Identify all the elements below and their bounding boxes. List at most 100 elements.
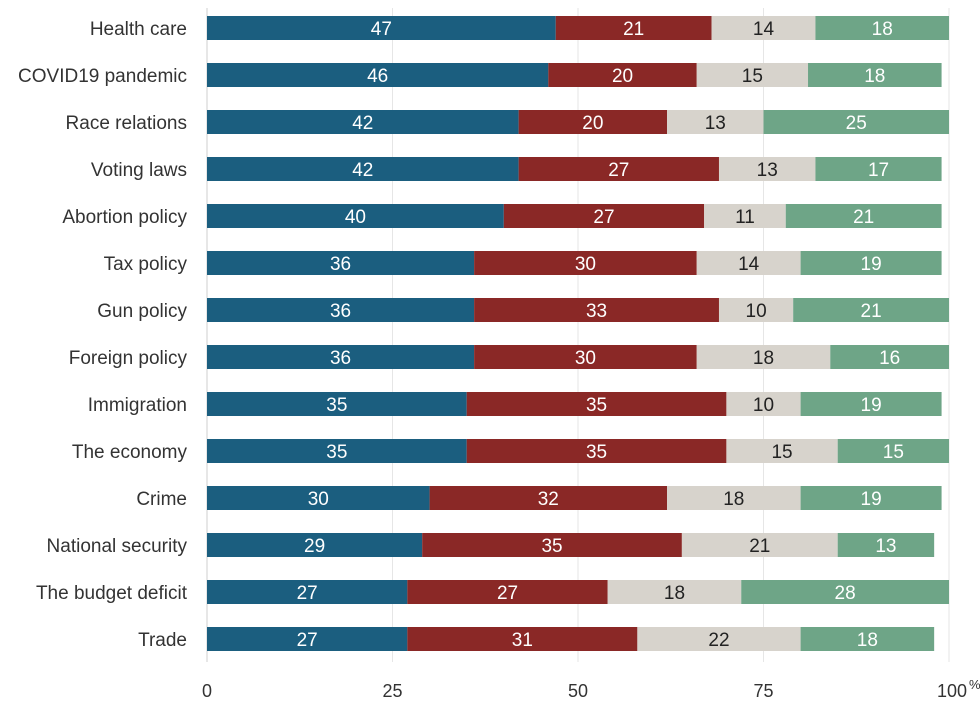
x-tick-label: 25 — [382, 681, 402, 701]
category-label: Crime — [136, 489, 187, 510]
bar-segment — [793, 298, 949, 322]
bar-segment — [667, 110, 764, 134]
data-label: 14 — [738, 254, 760, 275]
bar-segment — [696, 63, 809, 87]
bar-segment — [407, 580, 608, 604]
bar-segment — [711, 16, 816, 40]
data-label: 10 — [746, 301, 767, 322]
bar-segment — [681, 533, 838, 557]
bar-segment — [207, 251, 475, 275]
category-label: Gun policy — [97, 301, 187, 322]
bar-segment — [207, 580, 408, 604]
data-label: 42 — [352, 113, 373, 134]
bar-segment — [474, 298, 719, 322]
bar-segment — [429, 486, 668, 510]
bar-segment — [808, 63, 942, 87]
data-label: 15 — [883, 442, 904, 463]
bar-segment — [800, 627, 935, 651]
data-label: 22 — [708, 630, 729, 651]
category-label: Health care — [90, 19, 187, 40]
category-label: Race relations — [66, 113, 187, 134]
bar-segment — [207, 63, 549, 87]
bar-segment — [207, 204, 504, 228]
data-label: 18 — [664, 583, 685, 604]
bar-segment — [518, 157, 719, 181]
data-label: 27 — [497, 583, 518, 604]
data-label: 20 — [612, 66, 633, 87]
bar-segment — [718, 298, 794, 322]
data-label: 18 — [864, 66, 885, 87]
data-label: 35 — [326, 442, 347, 463]
bar-segment — [667, 486, 801, 510]
data-label: 30 — [575, 254, 596, 275]
data-label: 19 — [861, 395, 882, 416]
data-label: 11 — [735, 207, 755, 228]
category-label: Trade — [138, 630, 187, 651]
data-label: 30 — [308, 489, 329, 510]
x-unit-label: % — [969, 677, 980, 692]
x-tick-label: 100 — [937, 681, 967, 701]
bar-segment — [207, 486, 430, 510]
bar-segment — [518, 110, 668, 134]
data-label: 27 — [297, 630, 318, 651]
bar-segment — [696, 345, 831, 369]
bar-segment — [474, 345, 697, 369]
bar-segment — [763, 110, 949, 134]
bar-segment — [718, 157, 816, 181]
bar-segment — [815, 16, 949, 40]
data-label: 35 — [586, 442, 607, 463]
category-label: Immigration — [88, 395, 187, 416]
x-tick-label: 75 — [753, 681, 773, 701]
category-label: Foreign policy — [69, 348, 188, 369]
bar-segment — [407, 627, 638, 651]
data-label: 28 — [835, 583, 856, 604]
category-label: COVID19 pandemic — [18, 66, 187, 87]
bar-segment — [607, 580, 742, 604]
bar-segment — [207, 392, 467, 416]
category-label: National security — [47, 536, 188, 557]
data-label: 20 — [582, 113, 603, 134]
data-label: 10 — [753, 395, 774, 416]
data-label: 21 — [861, 301, 882, 322]
data-label: 27 — [297, 583, 318, 604]
bar-segment — [207, 627, 408, 651]
data-label: 18 — [857, 630, 878, 651]
data-label: 17 — [868, 160, 889, 181]
bar-segment — [207, 439, 467, 463]
bar-segment — [830, 345, 949, 369]
data-label: 27 — [608, 160, 629, 181]
data-label: 29 — [304, 536, 325, 557]
bar-segment — [207, 16, 556, 40]
bar-segment — [704, 204, 786, 228]
bar-segment — [548, 63, 697, 87]
data-label: 19 — [861, 489, 882, 510]
category-label: The budget deficit — [36, 583, 188, 604]
data-label: 16 — [879, 348, 900, 369]
data-label: 36 — [330, 254, 351, 275]
data-label: 21 — [623, 19, 644, 40]
bar-segment — [726, 439, 838, 463]
data-label: 14 — [753, 19, 775, 40]
x-tick-label: 50 — [568, 681, 588, 701]
data-label: 21 — [749, 536, 770, 557]
bar-segment — [207, 157, 519, 181]
data-label: 13 — [875, 536, 896, 557]
data-label: 18 — [753, 348, 774, 369]
data-label: 36 — [330, 348, 351, 369]
bar-segment — [696, 251, 801, 275]
category-label: Voting laws — [91, 160, 187, 181]
data-label: 35 — [586, 395, 607, 416]
data-label: 42 — [352, 160, 373, 181]
bar-segment — [466, 392, 727, 416]
data-label: 36 — [330, 301, 351, 322]
bar-segment — [837, 533, 935, 557]
x-tick-label: 0 — [202, 681, 212, 701]
bar-segment — [815, 157, 942, 181]
bar-segment — [466, 439, 727, 463]
bar-segment — [800, 392, 942, 416]
bar-segment — [800, 486, 942, 510]
data-label: 19 — [861, 254, 882, 275]
data-label: 13 — [705, 113, 726, 134]
